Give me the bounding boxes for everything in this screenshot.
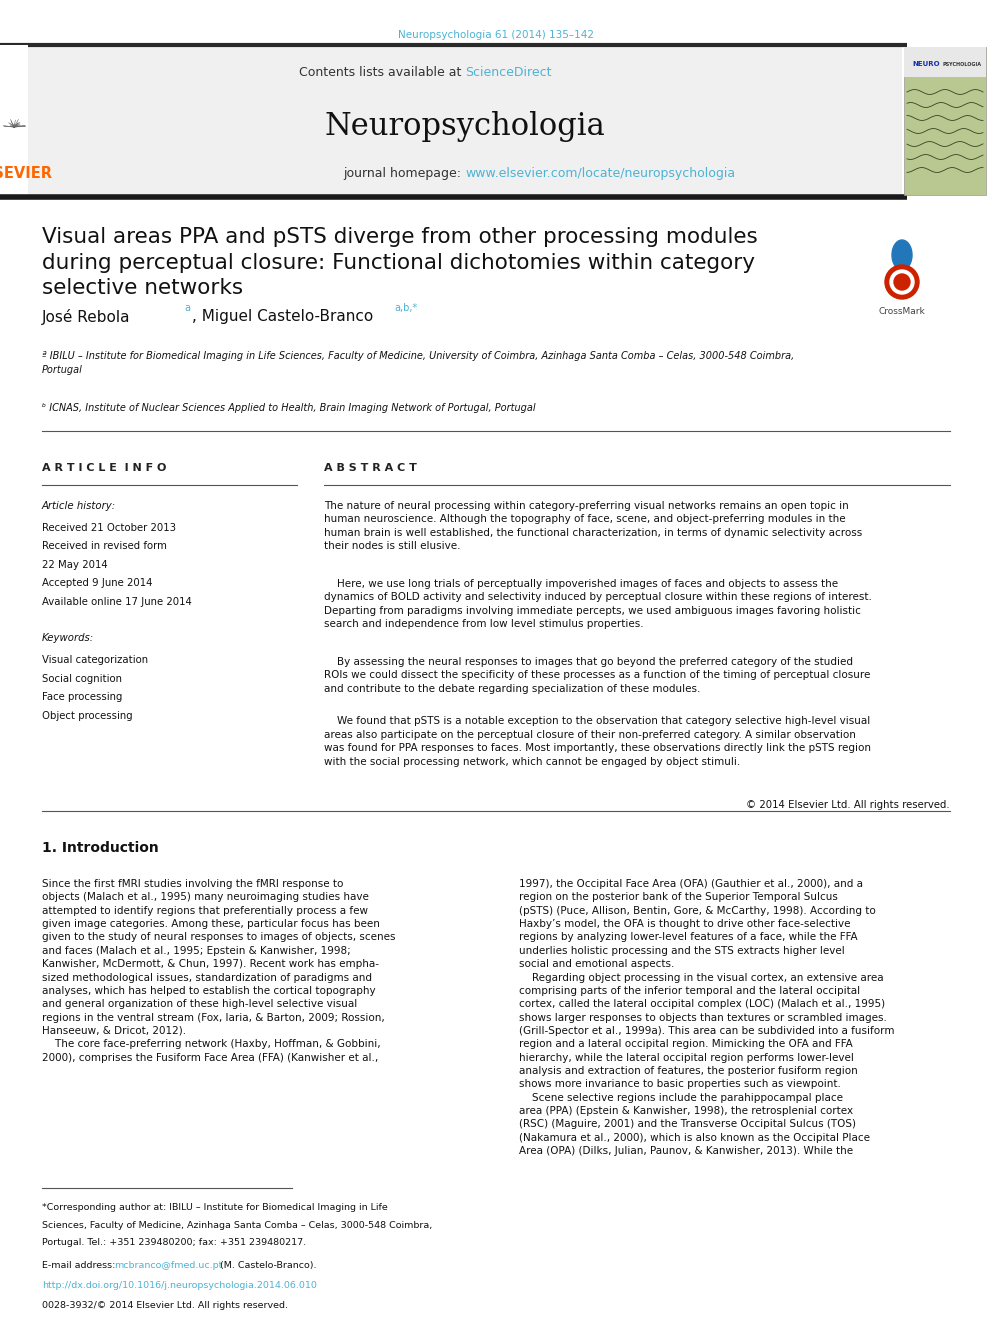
Text: *Corresponding author at: IBILU – Institute for Biomedical Imaging in Life: *Corresponding author at: IBILU – Instit… [42,1203,388,1212]
Text: Face processing: Face processing [42,692,122,703]
Text: Visual categorization: Visual categorization [42,655,148,665]
Text: a,b,*: a,b,* [394,303,418,314]
Text: Visual areas PPA and pSTS diverge from other processing modules
during perceptua: Visual areas PPA and pSTS diverge from o… [42,228,758,298]
Text: Neuropsychologia 61 (2014) 135–142: Neuropsychologia 61 (2014) 135–142 [398,30,594,40]
Text: José Rebola: José Rebola [42,310,131,325]
Bar [904,48,986,77]
Text: E-mail address:: E-mail address: [42,1261,118,1270]
Text: CrossMark: CrossMark [879,307,926,316]
Text: By assessing the neural responses to images that go beyond the preferred categor: By assessing the neural responses to ima… [324,658,870,693]
Text: http://dx.doi.org/10.1016/j.neuropsychologia.2014.06.010: http://dx.doi.org/10.1016/j.neuropsychol… [42,1281,316,1290]
Text: (M. Castelo-Branco).: (M. Castelo-Branco). [217,1261,316,1270]
Text: www.elsevier.com/locate/neuropsychologia: www.elsevier.com/locate/neuropsychologia [465,167,735,180]
Text: The nature of neural processing within category-preferring visual networks remai: The nature of neural processing within c… [324,501,862,552]
Text: Accepted 9 June 2014: Accepted 9 June 2014 [42,578,153,589]
Text: Keywords:: Keywords: [42,634,94,643]
Text: ª IBILU – Institute for Biomedical Imaging in Life Sciences, Faculty of Medicine: ª IBILU – Institute for Biomedical Imagi… [42,351,795,374]
Text: mcbranco@fmed.uc.pt: mcbranco@fmed.uc.pt [114,1261,222,1270]
Text: 1. Introduction: 1. Introduction [42,841,159,855]
Circle shape [885,265,919,299]
Bar [904,48,986,194]
Text: Portugal. Tel.: +351 239480200; fax: +351 239480217.: Portugal. Tel.: +351 239480200; fax: +35… [42,1238,307,1248]
Text: We found that pSTS is a notable exception to the observation that category selec: We found that pSTS is a notable exceptio… [324,717,871,766]
Text: NEURO: NEURO [912,61,939,67]
Text: ELSEVIER: ELSEVIER [0,165,53,180]
Text: Sciences, Faculty of Medicine, Azinhaga Santa Comba – Celas, 3000-548 Coimbra,: Sciences, Faculty of Medicine, Azinhaga … [42,1221,433,1229]
Ellipse shape [892,239,912,270]
Circle shape [894,274,910,290]
Text: Contents lists available at: Contents lists available at [299,66,465,78]
Text: 22 May 2014: 22 May 2014 [42,560,108,570]
Text: , Miguel Castelo-Branco: , Miguel Castelo-Branco [192,310,373,324]
Text: Received 21 October 2013: Received 21 October 2013 [42,523,176,533]
Text: 0028-3932/© 2014 Elsevier Ltd. All rights reserved.: 0028-3932/© 2014 Elsevier Ltd. All right… [42,1301,288,1310]
Text: Object processing: Object processing [42,710,133,721]
Text: Since the first fMRI studies involving the fMRI response to
objects (Malach et a: Since the first fMRI studies involving t… [42,878,396,1062]
Bar [28,45,902,197]
Circle shape [890,270,914,294]
Text: PSYCHOLOGIA: PSYCHOLOGIA [942,61,981,66]
Text: A B S T R A C T: A B S T R A C T [324,463,417,474]
Text: journal homepage:: journal homepage: [343,167,465,180]
Text: A R T I C L E  I N F O: A R T I C L E I N F O [42,463,167,474]
Bar [0,45,28,197]
Text: Available online 17 June 2014: Available online 17 June 2014 [42,597,191,607]
Text: Social cognition: Social cognition [42,673,122,684]
Text: © 2014 Elsevier Ltd. All rights reserved.: © 2014 Elsevier Ltd. All rights reserved… [746,799,950,810]
Text: ᵇ ICNAS, Institute of Nuclear Sciences Applied to Health, Brain Imaging Network : ᵇ ICNAS, Institute of Nuclear Sciences A… [42,404,536,413]
Text: ScienceDirect: ScienceDirect [465,66,552,78]
Text: a: a [184,303,190,314]
Text: Here, we use long trials of perceptually impoverished images of faces and object: Here, we use long trials of perceptually… [324,579,872,628]
Text: 1997), the Occipital Face Area (OFA) (Gauthier et al., 2000), and a
region on th: 1997), the Occipital Face Area (OFA) (Ga… [519,878,895,1156]
Text: Article history:: Article history: [42,501,116,511]
Text: Neuropsychologia: Neuropsychologia [324,111,605,143]
Text: Received in revised form: Received in revised form [42,541,167,552]
